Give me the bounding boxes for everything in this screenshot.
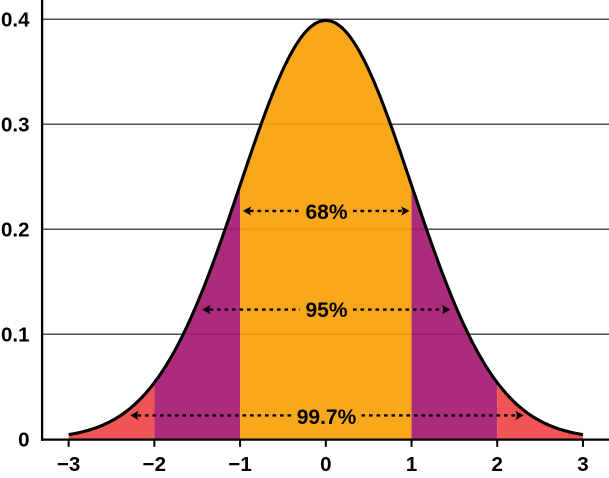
svg-text:99.7%: 99.7% [297, 406, 357, 429]
svg-text:3: 3 [577, 453, 588, 476]
svg-text:0: 0 [320, 453, 331, 476]
svg-text:−3: −3 [57, 453, 80, 476]
svg-text:0: 0 [18, 429, 29, 452]
svg-text:−2: −2 [143, 453, 166, 476]
svg-text:0.1: 0.1 [1, 324, 30, 347]
svg-text:2: 2 [492, 453, 503, 476]
svg-text:0.3: 0.3 [1, 114, 30, 137]
svg-text:0.2: 0.2 [1, 219, 30, 242]
svg-text:0.4: 0.4 [1, 9, 30, 32]
svg-text:95%: 95% [305, 299, 347, 322]
svg-text:1: 1 [406, 453, 417, 476]
svg-text:−1: −1 [228, 453, 251, 476]
svg-text:68%: 68% [305, 201, 347, 224]
